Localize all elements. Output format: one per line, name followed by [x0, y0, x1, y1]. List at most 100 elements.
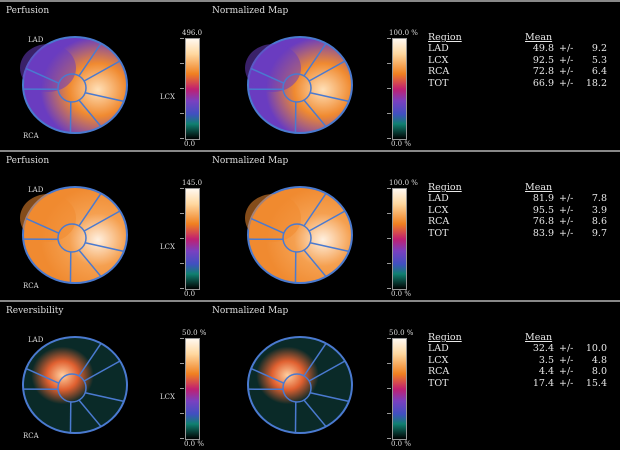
scale-tick — [180, 88, 184, 89]
apex-ring — [282, 373, 312, 403]
segment-line — [25, 67, 60, 84]
segment-line — [78, 343, 102, 377]
cell-sd: 10.0 — [585, 343, 607, 354]
cell-sd: 9.7 — [591, 227, 607, 239]
region-header: Region — [428, 182, 462, 193]
cell-pm: +/- — [559, 193, 574, 204]
scale-tick — [387, 288, 391, 289]
segment-line — [303, 43, 327, 77]
cell-pm: +/- — [559, 366, 574, 377]
table-header: Region Mean — [428, 332, 607, 343]
region-header: Region — [428, 332, 462, 343]
segment-line — [303, 99, 327, 128]
color-scale-bar — [185, 338, 200, 440]
cell-mean: 76.8 — [532, 216, 554, 227]
panel-title: Reversibility — [6, 306, 64, 316]
apex-ring — [282, 73, 312, 103]
scale-max-label: 100.0 % — [389, 29, 418, 37]
table-row: LCX 95.5 +/- 3.9 — [428, 205, 607, 217]
normalized-map-title: Normalized Map — [212, 306, 289, 316]
panel-title: Perfusion — [6, 156, 50, 166]
segment-line — [309, 392, 350, 403]
scale-tick — [180, 363, 184, 364]
cell-mean: 81.9 — [532, 193, 554, 204]
scale-tick — [180, 188, 184, 189]
rca-label: RCA — [23, 282, 39, 290]
cell-region: LCX — [428, 204, 449, 216]
scale-tick — [180, 288, 184, 289]
cell-sd: 6.4 — [591, 66, 607, 77]
region-mean-table: Region Mean LAD 81.9 +/- 7.8 LCX 95.5 +/- 3.9 RCA 7… — [428, 182, 607, 239]
cell-sd: 15.4 — [585, 377, 607, 389]
table-header: Region Mean — [428, 32, 607, 43]
segment-line — [83, 360, 121, 382]
cell-region: TOT — [428, 227, 449, 239]
scale-tick — [180, 438, 184, 439]
region-mean-table: Region Mean LAD 49.8 +/- 9.2 LCX 92.5 +/- 5.3 RCA 7… — [428, 32, 607, 89]
segment-line — [250, 217, 285, 234]
scale-tick — [387, 38, 391, 39]
cell-mean: 32.4 — [532, 343, 554, 354]
normalized-map-title: Normalized Map — [212, 6, 289, 16]
color-scale-bar — [392, 338, 407, 440]
cell-pm: +/- — [559, 204, 574, 216]
apex-ring — [57, 223, 87, 253]
polar-map — [245, 186, 353, 284]
cell-mean: 49.8 — [532, 43, 554, 54]
segment-line — [308, 210, 346, 232]
cell-pm: +/- — [559, 227, 574, 239]
segment-line — [78, 99, 102, 128]
cell-pm: +/- — [559, 343, 574, 354]
polar-map — [20, 186, 128, 284]
scale-min-label: 0.0 % — [391, 440, 412, 448]
table-row: LCX 92.5 +/- 5.3 — [428, 55, 607, 67]
scale-min-label: 0.0 % — [391, 140, 412, 148]
cell-region: RCA — [428, 216, 450, 227]
scale-tick — [180, 388, 184, 389]
segment-line — [84, 242, 125, 253]
cell-region: TOT — [428, 77, 449, 89]
cell-region: LAD — [428, 343, 449, 354]
cell-mean: 95.5 — [532, 204, 554, 216]
panel-1: Perfusion Normalized Map LAD RCA LCX 496.0 0.0… — [0, 0, 620, 148]
scale-tick — [387, 113, 391, 114]
cell-region: RCA — [428, 366, 450, 377]
table-header: Region Mean — [428, 182, 607, 193]
lad-territory — [245, 194, 301, 242]
polar-map-outline — [247, 336, 353, 434]
lcx-label: LCX — [160, 393, 175, 401]
polar-map-outline — [22, 336, 128, 434]
lad-label: LAD — [28, 186, 44, 194]
cell-pm: +/- — [559, 354, 574, 366]
segment-line — [78, 43, 102, 77]
lad-label: LAD — [28, 36, 44, 44]
scale-tick — [180, 413, 184, 414]
cell-pm: +/- — [559, 216, 574, 227]
table-row: LAD 81.9 +/- 7.8 — [428, 193, 607, 205]
scale-tick — [387, 338, 391, 339]
cell-pm: +/- — [559, 77, 574, 89]
segment-line — [25, 367, 60, 384]
cell-mean: 92.5 — [532, 54, 554, 66]
segment-line — [308, 60, 346, 82]
lad-label: LAD — [28, 336, 44, 344]
region-mean-table: Region Mean LAD 32.4 +/- 10.0 LCX 3.5 +/- 4.8 RCA 4… — [428, 332, 607, 389]
table-row: RCA 76.8 +/- 8.6 — [428, 216, 607, 228]
panel-title: Perfusion — [6, 6, 50, 16]
segment-line — [84, 92, 125, 103]
scale-tick — [387, 88, 391, 89]
lcx-label: LCX — [160, 93, 175, 101]
scale-tick — [387, 363, 391, 364]
segment-line — [303, 399, 327, 428]
segment-line — [84, 392, 125, 403]
table-row: LAD 32.4 +/- 10.0 — [428, 343, 607, 355]
segment-line — [309, 92, 350, 103]
color-scale-bar — [185, 188, 200, 290]
panel-3: Reversibility Normalized Map LAD RCA LCX 50.0… — [0, 300, 620, 448]
scale-min-label: 0.0 — [184, 290, 196, 298]
segment-line — [303, 193, 327, 227]
scale-tick — [387, 188, 391, 189]
scale-min-label: 0.0 — [184, 140, 196, 148]
segment-line — [309, 242, 350, 253]
mean-header: Mean — [525, 332, 553, 343]
